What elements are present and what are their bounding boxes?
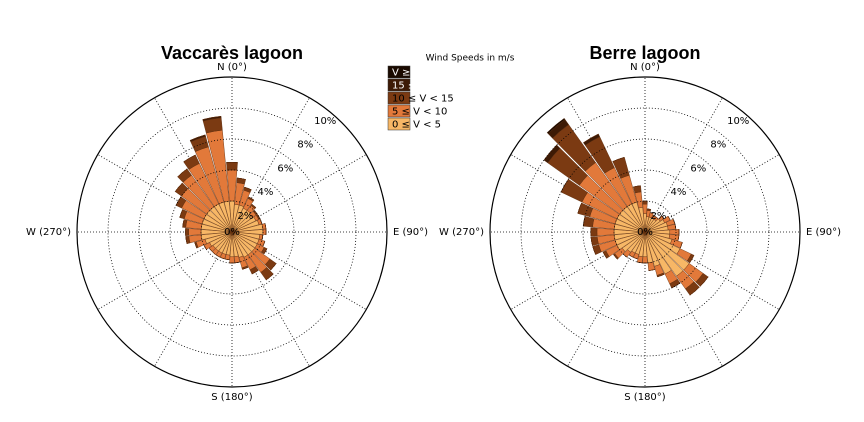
r-tick-label: 0%	[637, 227, 653, 238]
r-tick-label: 4%	[670, 187, 686, 198]
chart-title: Vaccarès lagoon	[161, 43, 303, 63]
r-tick-label: 8%	[297, 140, 313, 151]
legend-label: 15 ≤ V < 20	[392, 81, 454, 92]
direction-label: E (90°)	[393, 227, 428, 238]
direction-label: S (180°)	[211, 392, 253, 403]
wind-bar-segment	[583, 216, 594, 227]
r-tick-label: 6%	[690, 163, 706, 174]
wind-bar-segment	[189, 229, 201, 236]
direction-label: N (0°)	[630, 62, 660, 73]
wind-bar-segment	[670, 229, 679, 234]
direction-label: N (0°)	[217, 62, 247, 73]
wind-bar-segment	[643, 201, 648, 204]
wind-bar-segment	[226, 162, 237, 170]
wind-bar-segment	[591, 228, 597, 237]
direction-label: W (270°)	[439, 227, 484, 238]
wind-bar-segment	[643, 204, 647, 213]
r-tick-label: 10%	[727, 116, 749, 127]
legend-label: V ≥ 20	[392, 68, 426, 79]
r-tick-label: 6%	[277, 163, 293, 174]
chart-title: Berre lagoon	[589, 43, 700, 63]
r-tick-label: 2%	[238, 211, 254, 222]
r-tick-label: 0%	[224, 227, 240, 238]
wind-bar-segment	[597, 228, 614, 236]
direction-label: E (90°)	[806, 227, 841, 238]
r-tick-label: 4%	[257, 187, 273, 198]
r-tick-label: 2%	[651, 211, 667, 222]
direction-label: W (270°)	[26, 227, 71, 238]
r-tick-label: 10%	[314, 116, 336, 127]
legend-label: 5 ≤ V < 10	[392, 107, 447, 118]
wind-bar-segment	[185, 228, 188, 235]
wind-bar-segment	[643, 257, 648, 263]
direction-label: S (180°)	[624, 392, 666, 403]
wind-bar-segment	[230, 257, 235, 263]
legend-label: 10 ≤ V < 15	[392, 94, 454, 105]
legend-title: Wind Speeds in m/s	[426, 54, 515, 64]
r-tick-label: 8%	[710, 140, 726, 151]
legend-label: 0 ≤ V < 5	[392, 120, 441, 131]
